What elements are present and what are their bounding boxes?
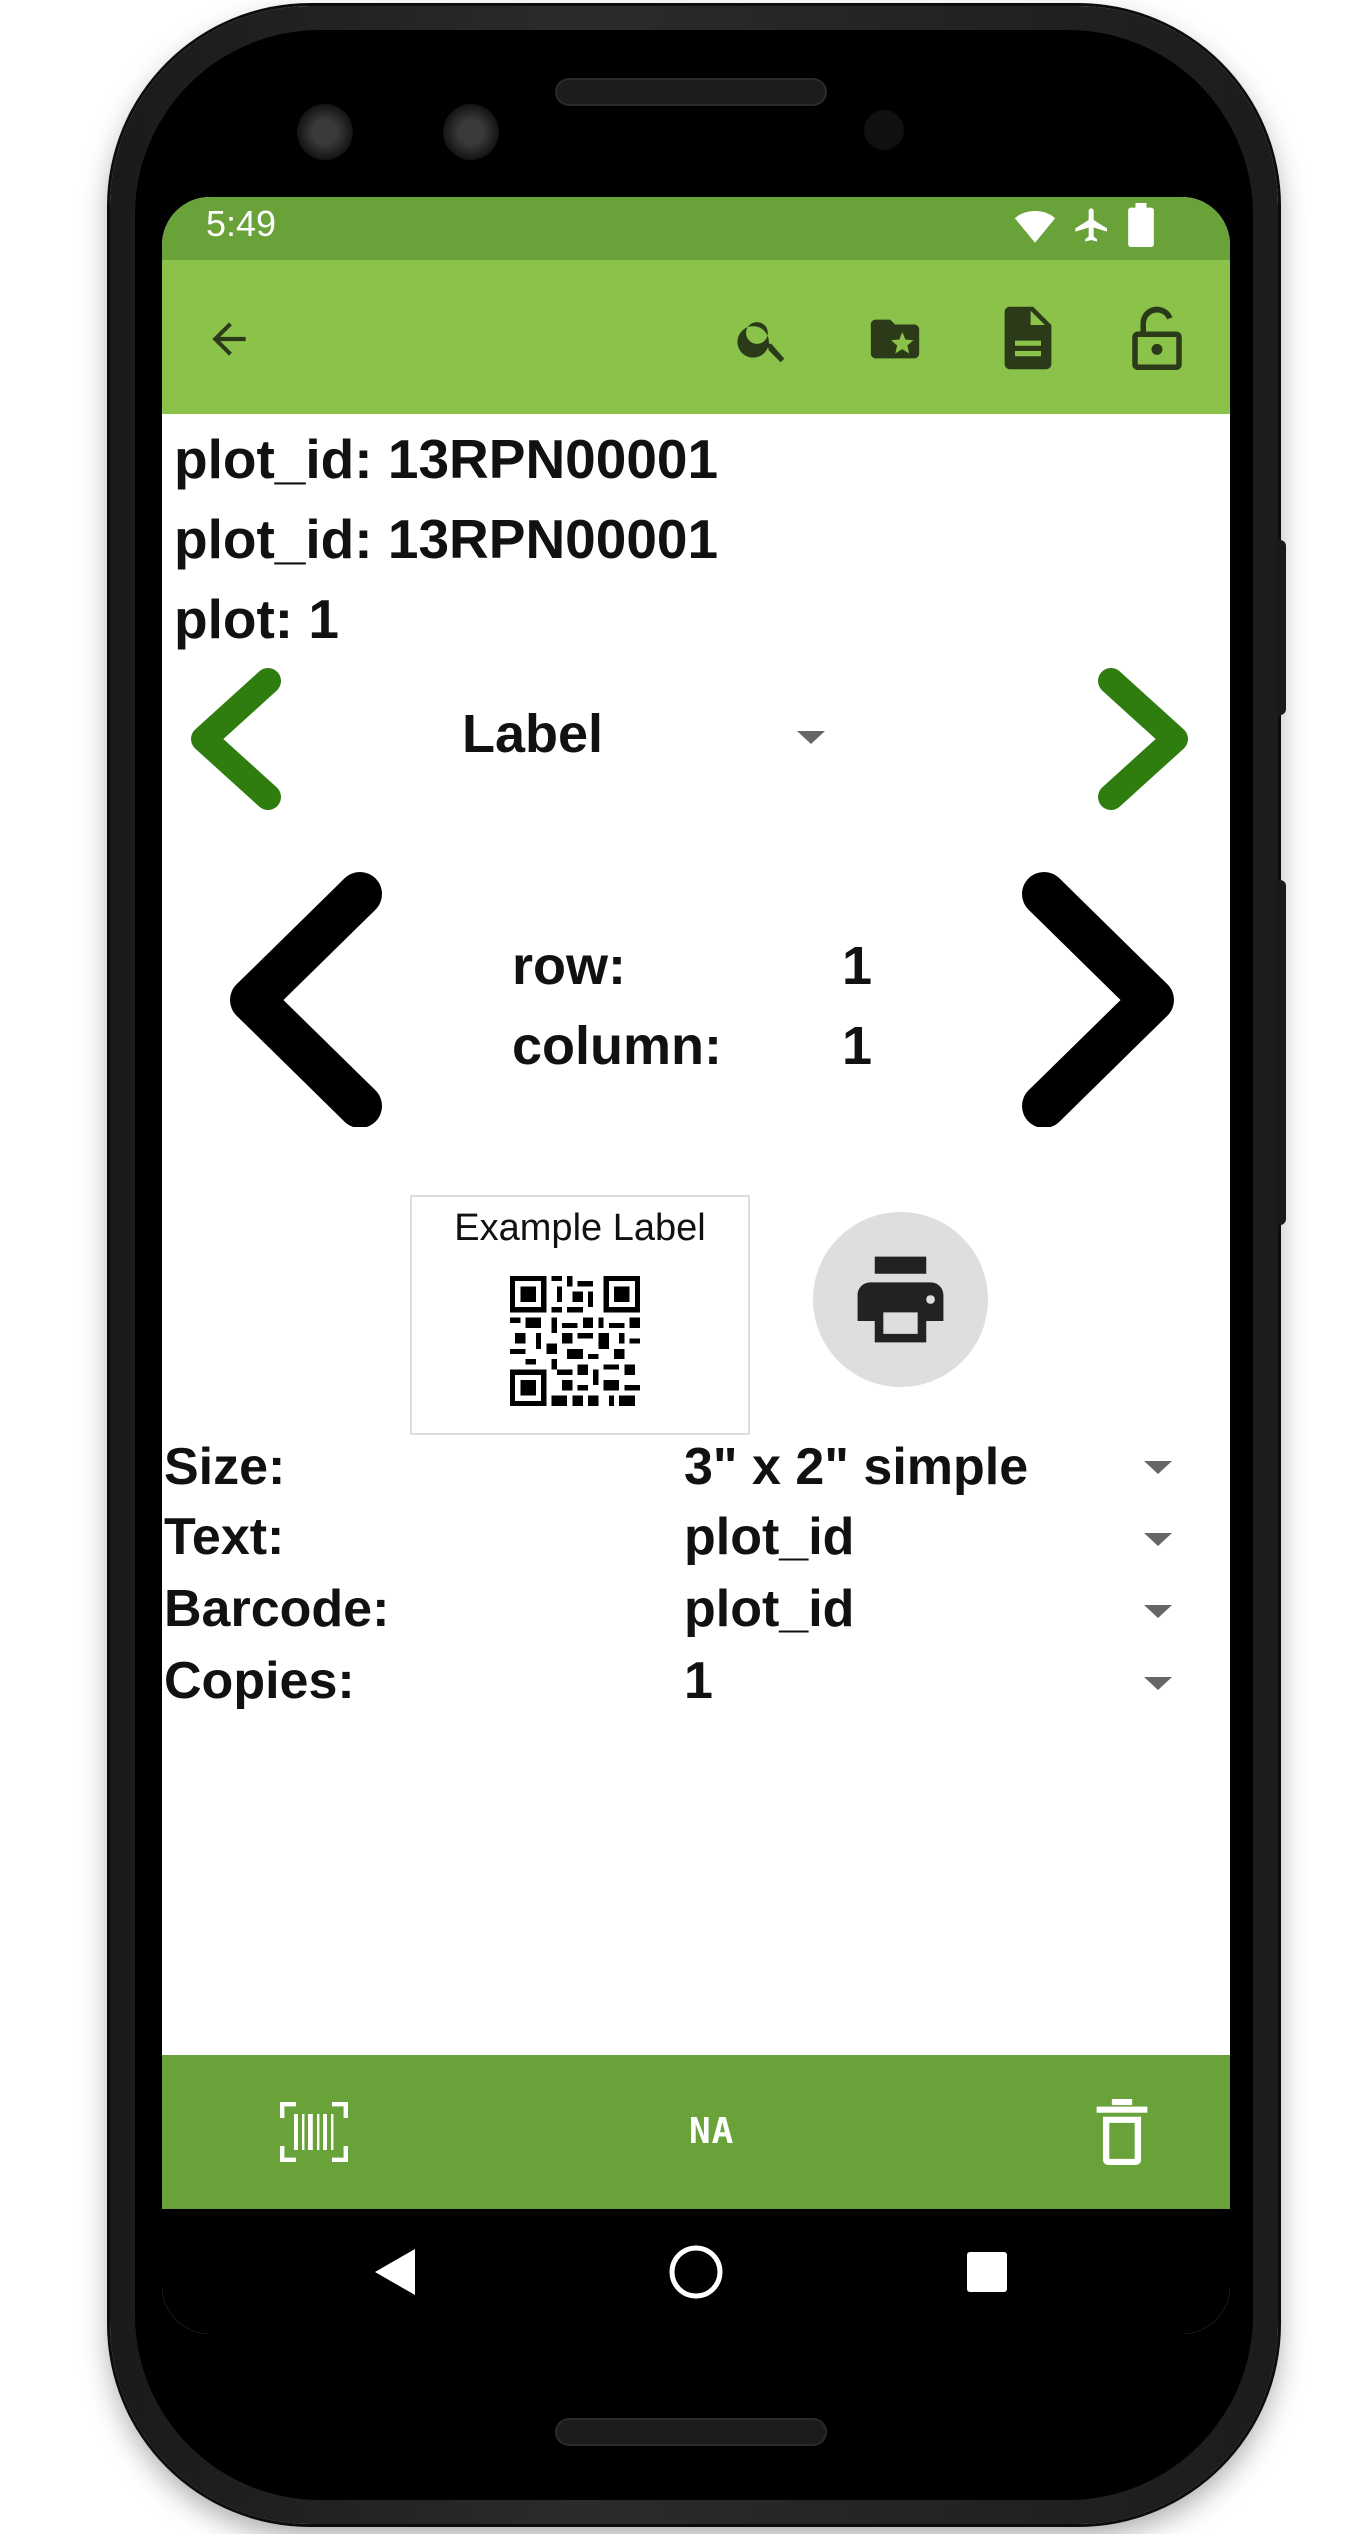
info-value: 13RPN00001 — [387, 508, 719, 570]
dropdown-caret-icon — [797, 731, 825, 744]
status-bar: 5:49 — [162, 197, 1230, 260]
search-icon[interactable] — [734, 310, 792, 368]
proximity-sensor — [864, 110, 904, 150]
front-camera — [297, 104, 353, 160]
nav-home-icon[interactable] — [667, 2243, 725, 2301]
info-line-plot: plot: 1 — [174, 587, 339, 651]
info-line-plot-id: plot_id: 13RPN00001 — [174, 427, 718, 491]
next-plot-arrow-icon[interactable] — [1012, 872, 1197, 1127]
previous-plot-arrow-icon[interactable] — [222, 872, 392, 1127]
info-key: plot_id: — [174, 508, 373, 570]
barcode-label: Barcode: — [164, 1580, 390, 1638]
print-button[interactable] — [813, 1212, 988, 1387]
wifi-icon — [1014, 211, 1056, 243]
back-arrow-icon[interactable] — [204, 314, 254, 364]
printer-icon — [857, 1256, 944, 1343]
size-option[interactable]: Size: 3" x 2" simple — [162, 1427, 1230, 1507]
info-key: plot_id: — [174, 428, 373, 490]
system-nav-bar — [162, 2209, 1230, 2334]
battery-icon — [1128, 203, 1154, 247]
screen: 5:49 plot_id: 13RPN00001 — [162, 197, 1230, 2334]
barcode-value: plot_id — [684, 1580, 855, 1638]
barcode-option[interactable]: Barcode: plot_id — [162, 1571, 1230, 1643]
document-icon[interactable] — [1002, 306, 1054, 370]
next-label-arrow-icon[interactable] — [1087, 667, 1197, 812]
row-label: row: — [512, 936, 626, 996]
volume-button — [1276, 880, 1286, 1225]
dropdown-caret-icon — [1144, 1677, 1172, 1690]
dropdown-caret-icon — [1144, 1461, 1172, 1474]
barcode-scan-icon[interactable] — [280, 2102, 348, 2162]
nav-recents-icon[interactable] — [967, 2252, 1007, 2292]
previous-label-arrow-icon[interactable] — [190, 667, 290, 812]
earpiece-speaker — [555, 78, 827, 106]
column-label: column: — [512, 1016, 722, 1076]
text-label: Text: — [164, 1508, 285, 1566]
dropdown-caret-icon — [1144, 1605, 1172, 1618]
info-value: 13RPN00001 — [387, 428, 719, 490]
bottom-bar: NA — [162, 2055, 1230, 2209]
label-preview-title: Example Label — [454, 1207, 706, 1249]
qr-code-icon — [510, 1276, 640, 1406]
bottom-speaker — [555, 2418, 827, 2446]
copies-option[interactable]: Copies: 1 — [162, 1643, 1230, 1715]
row-value: 1 — [842, 936, 873, 996]
label-type-dropdown[interactable]: Label — [462, 695, 842, 781]
dropdown-caret-icon — [1144, 1533, 1172, 1546]
column-value: 1 — [842, 1016, 873, 1076]
text-option[interactable]: Text: plot_id — [162, 1499, 1230, 1571]
folder-star-icon[interactable] — [864, 310, 926, 368]
info-value: 1 — [308, 588, 339, 650]
airplane-icon — [1075, 208, 1107, 242]
info-line-plot-id: plot_id: 13RPN00001 — [174, 507, 718, 571]
delete-icon[interactable] — [1096, 2099, 1148, 2165]
nav-back-icon[interactable] — [375, 2249, 415, 2295]
na-button[interactable]: NA — [689, 2111, 735, 2152]
size-value: 3" x 2" simple — [684, 1438, 1029, 1496]
lock-open-icon[interactable] — [1132, 304, 1182, 370]
label-preview: Example Label — [410, 1195, 750, 1435]
front-camera — [443, 104, 499, 160]
copies-value: 1 — [684, 1652, 713, 1710]
copies-label: Copies: — [164, 1652, 355, 1710]
label-type-value: Label — [462, 704, 604, 764]
status-time: 5:49 — [206, 203, 277, 244]
size-label: Size: — [164, 1438, 286, 1496]
app-bar — [162, 260, 1230, 414]
power-button — [1276, 540, 1286, 715]
info-key: plot: — [174, 588, 294, 650]
text-value: plot_id — [684, 1508, 855, 1566]
